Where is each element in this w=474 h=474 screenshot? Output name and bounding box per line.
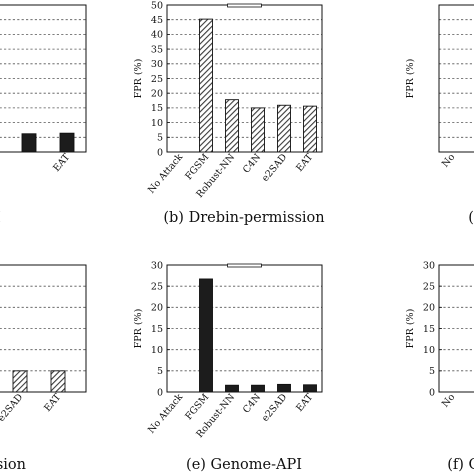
y-tick-label: 25 xyxy=(151,281,163,292)
category-label: C4N xyxy=(241,392,263,416)
y-tick-label: 5 xyxy=(157,133,163,144)
panel-f: 0 5 10 15 20 25 30 FPR (%) No (f) Ge xyxy=(405,260,474,473)
category-label: C4N xyxy=(241,152,263,176)
y-tick-label: 0 xyxy=(429,387,435,398)
legend-box xyxy=(227,263,262,268)
category-label: e2SAD xyxy=(0,392,26,424)
bar-eat xyxy=(303,384,317,393)
category-label: e2SAD xyxy=(260,152,290,184)
legend-box xyxy=(227,3,262,8)
y-tick-label: 25 xyxy=(423,281,435,292)
bar-e2sad xyxy=(277,104,291,153)
bar-robust-nn xyxy=(225,384,239,393)
y-tick-label: 15 xyxy=(151,103,163,114)
bar-eat xyxy=(50,370,66,393)
category-label: No xyxy=(440,392,458,410)
panel-a: EAT I xyxy=(0,4,87,226)
plot-frame xyxy=(438,4,474,153)
panel-caption: I xyxy=(0,210,1,226)
y-tick-label: 5 xyxy=(157,366,163,377)
y-tick-label: 50 xyxy=(151,0,163,11)
y-tick-label: 30 xyxy=(423,260,435,271)
y-tick-label: 15 xyxy=(423,324,435,335)
bar-e2sad xyxy=(12,370,28,393)
y-tick-label: 30 xyxy=(151,59,163,70)
category-label: No Attack xyxy=(146,392,186,436)
bar-c4n xyxy=(251,107,265,153)
y-axis-label: FPR (%) xyxy=(133,59,144,99)
y-tick-label: 10 xyxy=(423,345,435,356)
y-axis-label: FPR (%) xyxy=(133,309,144,349)
y-tick-label: 20 xyxy=(151,303,163,314)
y-tick-label: 0 xyxy=(157,387,163,398)
y-tick-label: 15 xyxy=(151,324,163,335)
category-label: No xyxy=(440,152,458,170)
y-tick-label: 10 xyxy=(151,118,163,129)
panel-caption: (c) xyxy=(468,210,474,226)
y-tick-label: 30 xyxy=(151,260,163,271)
panel-c: FPR (%) No (c) xyxy=(405,4,474,226)
y-tick-label: 10 xyxy=(151,345,163,356)
category-label: e2SAD xyxy=(260,392,290,424)
panel-caption: mission xyxy=(0,457,26,473)
y-tick-label: 45 xyxy=(151,15,163,26)
category-label: EAT xyxy=(294,151,315,174)
bar-c4n xyxy=(251,384,265,393)
y-axis-label: FPR (%) xyxy=(405,309,416,349)
y-tick-label: 5 xyxy=(429,366,435,377)
y-tick-label: 20 xyxy=(423,303,435,314)
y-tick-label: 20 xyxy=(151,89,163,100)
bar-fgsm xyxy=(199,18,213,153)
category-label: EAT xyxy=(42,391,63,414)
bar-eat xyxy=(59,132,75,153)
panel-d: e2SAD EAT mission xyxy=(0,264,87,473)
panel-caption: (e) Genome-API xyxy=(186,457,302,473)
y-tick-label: 25 xyxy=(151,74,163,85)
category-label: EAT xyxy=(51,151,72,174)
category-label: EAT xyxy=(294,391,315,414)
category-label: No Attack xyxy=(146,152,186,196)
panel-caption: (f) Ge xyxy=(447,457,474,473)
y-tick-label: 35 xyxy=(151,44,163,55)
bar-robust-nn xyxy=(225,99,239,153)
bar-fgsm xyxy=(199,278,213,393)
plot-frame xyxy=(0,264,87,393)
bar- xyxy=(21,133,37,153)
y-axis-label: FPR (%) xyxy=(405,59,416,99)
bar-eat xyxy=(303,105,317,153)
y-tick-label: 0 xyxy=(157,147,163,158)
bar-e2sad xyxy=(277,383,291,393)
panel-caption: (b) Drebin-permission xyxy=(163,210,324,226)
plot-frame xyxy=(0,4,87,153)
y-tick-label: 40 xyxy=(151,30,163,41)
